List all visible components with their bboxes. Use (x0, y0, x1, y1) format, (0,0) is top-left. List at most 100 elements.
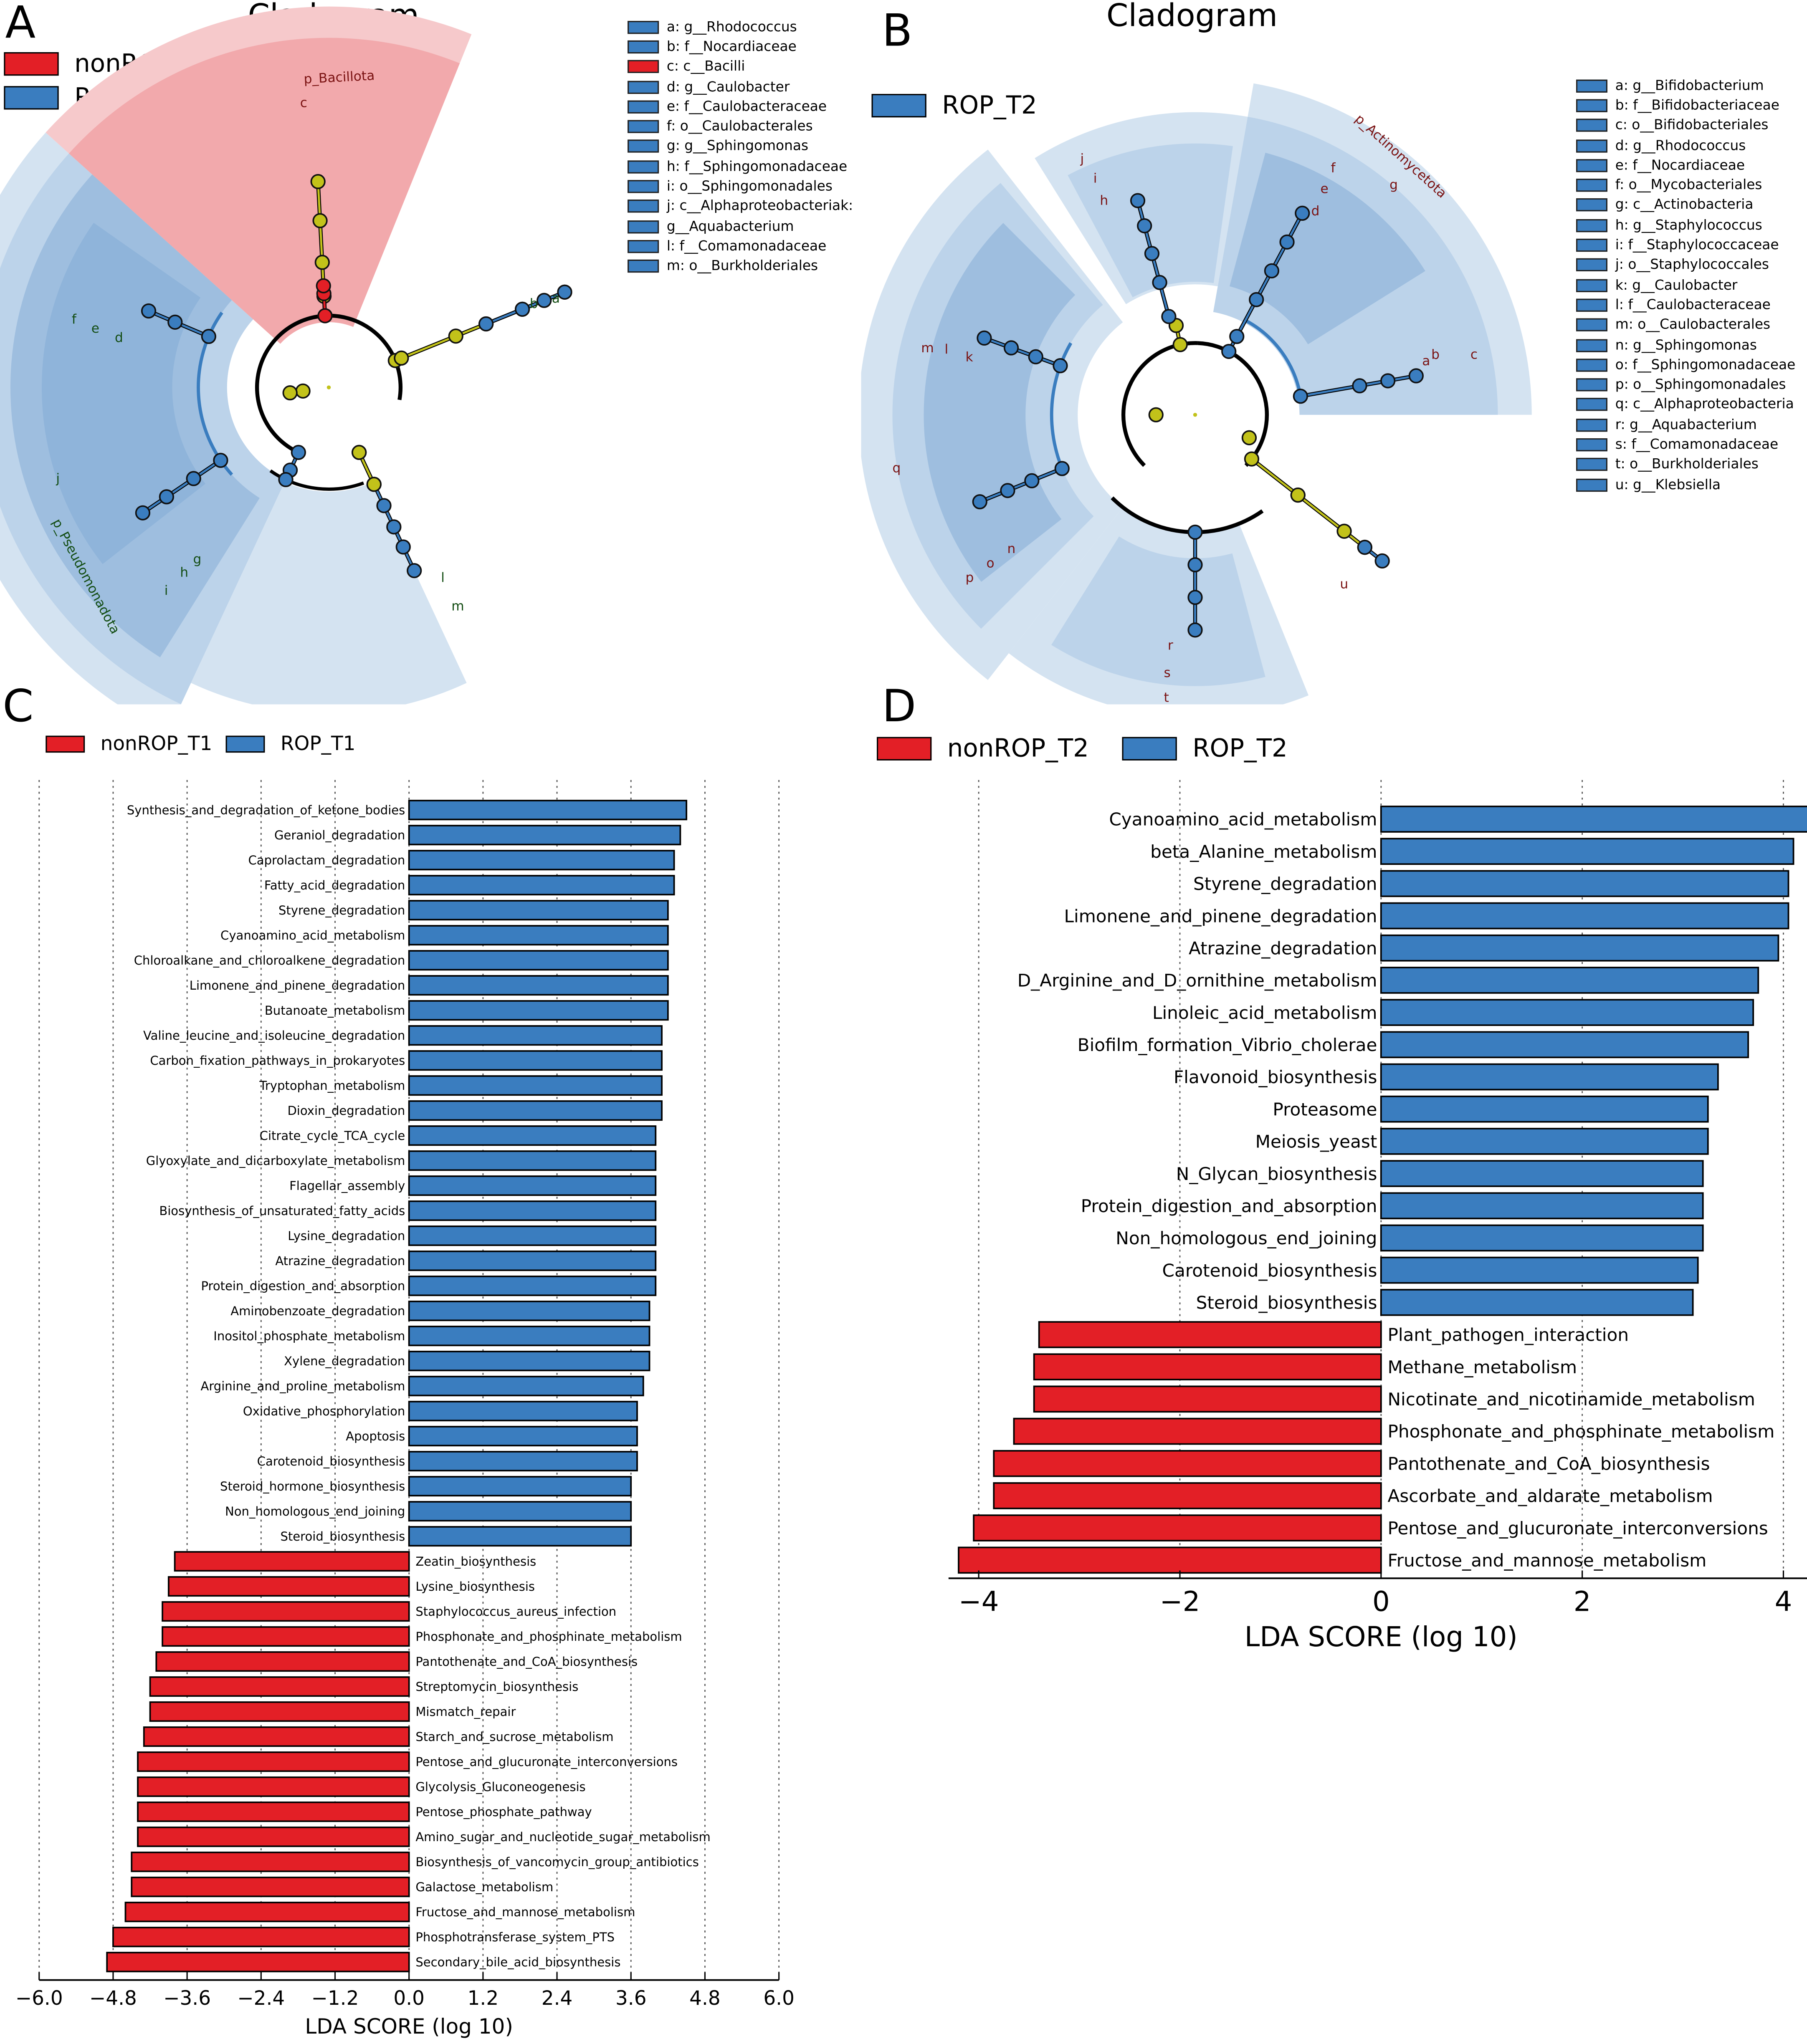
branch-sphingomonas-node (213, 452, 228, 468)
taxa-legend-item: e: f__Caulobacteraceae (628, 97, 853, 117)
taxa-legend-item: a: g__Rhodococcus (628, 17, 853, 37)
taxa-legend-label: j: o__Staphylococcales (1615, 257, 1769, 273)
lda-bar (137, 1776, 410, 1797)
branch-bifidobacterium-node (1293, 389, 1308, 404)
taxa-legend-swatch (1576, 139, 1607, 152)
cladogram-b-title: Cladogram (1106, 0, 1278, 34)
x-tick-label: 1.2 (468, 1987, 499, 2010)
taxa-legend-item: a: g__Bifidobacterium (1576, 76, 1795, 96)
bar-label: Fructose_and_mannose_metabolism (1387, 1550, 1706, 1571)
taxa-legend-label: q: c__Alphaproteobacteria (1615, 397, 1794, 413)
taxa-legend-label: f: o__Caulobacterales (666, 119, 813, 135)
lda-bar (408, 800, 688, 821)
taxa-legend-label: l: f__Caulobacteraceae (1615, 297, 1771, 313)
bar-label: Arginine_and_proline_metabolism (200, 1379, 405, 1393)
bar-label: Caprolactam_degradation (248, 853, 405, 867)
branch-sphingomonas-node (1000, 483, 1015, 498)
bar-label: D_Arginine_and_D_ornithine_metabolism (1017, 970, 1377, 991)
bar-label: Aminobenzoate_degradation (230, 1304, 405, 1318)
clade-letter-f: f (72, 312, 77, 327)
clade-letter-g: g (1389, 177, 1398, 192)
lda-bar (408, 1225, 657, 1246)
lda-bar (131, 1877, 410, 1897)
clade-letter-i: i (165, 583, 168, 598)
taxa-legend-swatch (628, 40, 659, 53)
taxa-legend-item: l: f__Caulobacteraceae (1576, 295, 1795, 315)
clade-letter-u: u (1340, 576, 1348, 591)
taxa-legend-label: u: g__Klebsiella (1615, 477, 1721, 493)
legend-swatch (225, 735, 265, 752)
branch-aquabacterium-node (1187, 524, 1203, 540)
taxa-legend-swatch (1576, 79, 1607, 92)
ring-label-bacillota: p_Bacillota (304, 68, 375, 87)
branch-rhodococcus-node (1229, 328, 1245, 344)
taxa-legend-swatch (1576, 358, 1607, 371)
taxa-legend-label: c: o__Bifidobacteriales (1615, 117, 1769, 134)
taxa-legend-swatch (1576, 278, 1607, 292)
taxa-legend-label: b: f__Nocardiaceae (666, 39, 797, 55)
branch-klebsiella-base-edge-fill (1297, 494, 1366, 548)
bar-label: Mismatch_repair (415, 1705, 516, 1719)
taxa-legend-label: l: f__Comamonadaceae (666, 238, 827, 255)
clade-letter-b: b (1431, 347, 1440, 362)
taxa-legend-item: m: o__Caulobacterales (1576, 315, 1795, 335)
branch-bifidobacterium-node (1408, 368, 1424, 384)
lda-bar (137, 1751, 410, 1772)
taxa-legend-label: g: c__Actinobacteria (1615, 197, 1754, 213)
legend-swatch (871, 94, 926, 118)
taxa-legend-item: d: g__Rhodococcus (1576, 136, 1795, 156)
taxa-legend-swatch (1576, 398, 1607, 412)
lda-bar (124, 1902, 410, 1923)
bar-label: Protein_digestion_and_absorption (1081, 1196, 1377, 1216)
lda-bar (1013, 1417, 1382, 1445)
clade-sector-order (42, 222, 205, 564)
lda-bar (408, 1376, 644, 1397)
taxa-legend-label: t: o__Burkholderiales (1615, 457, 1759, 473)
branch-aquabacterium-node (1187, 590, 1203, 605)
bar-label: Atrazine_degradation (1189, 938, 1377, 958)
bar-label: Ascorbate_and_aldarate_metabolism (1387, 1486, 1713, 1506)
taxa-legend-item: u: g__Klebsiella (1576, 475, 1795, 495)
branch-caulobacter-node (1003, 340, 1019, 356)
bar-label: N_Glycan_biosynthesis (1176, 1164, 1377, 1184)
taxa-legend-item: j: o__Staphylococcales (1576, 255, 1795, 275)
branch-bacillota-upper-node (310, 174, 326, 189)
x-tick-label: −3.6 (163, 1987, 211, 2010)
lda-bar (174, 1551, 410, 1572)
taxa-legend-label: i: o__Sphingomonadales (666, 179, 833, 195)
taxa-legend-label: o: f__Sphingomonadaceae (1615, 357, 1796, 373)
legend-label: nonROP_T1 (100, 732, 213, 755)
legend-swatch (1122, 737, 1177, 760)
bar-label: Pantothenate_and_CoA_biosynthesis (1387, 1453, 1710, 1474)
lda-bar (1380, 1128, 1709, 1155)
clade-letter-b: b (530, 296, 538, 311)
clade-letter-d: d (1311, 204, 1320, 219)
clade-letter-l: l (441, 570, 445, 585)
bar-label: Linoleic_acid_metabolism (1152, 1003, 1377, 1023)
bar-label: Pentose_and_glucuronate_interconversions (415, 1755, 678, 1769)
x-tick-label: −4.8 (89, 1987, 137, 2010)
lda-bar (149, 1676, 410, 1697)
branch-aquabacterium-node (1187, 557, 1203, 573)
branch-caulobacter-node (977, 330, 992, 346)
taxa-legend-item: q: c__Alphaproteobacteria (1576, 395, 1795, 415)
branch-aquabacterium-node (376, 498, 392, 513)
lda-bar (408, 825, 681, 846)
branch-staphylococcus-node (1161, 309, 1177, 324)
lda-bar (1380, 1224, 1704, 1252)
taxa-legend-item: r: g__Aquabacterium (1576, 415, 1795, 435)
x-tick-label: −4 (959, 1586, 999, 1617)
taxa-legend-item: m: o__Burkholderiales (628, 256, 853, 276)
taxa-legend-item: i: o__Sphingomonadales (628, 177, 853, 197)
bar-label: beta_Alanine_metabolism (1150, 841, 1377, 862)
lda-bar (993, 1482, 1382, 1509)
bar-label: Streptomycin_biosynthesis (415, 1680, 578, 1694)
taxa-legend-item: p: o__Sphingomonadales (1576, 375, 1795, 395)
x-tick-label: −2.4 (237, 1987, 285, 2010)
bar-label: Secondary_bile_acid_biosynthesis (415, 1955, 620, 1969)
chart-d: Cyanoamino_acid_metabolism beta_Alanine_m… (948, 780, 1807, 1653)
branch-rhodococcus-node (514, 301, 530, 317)
taxa-legend-swatch (628, 180, 659, 193)
lda-bar (1380, 1289, 1694, 1316)
